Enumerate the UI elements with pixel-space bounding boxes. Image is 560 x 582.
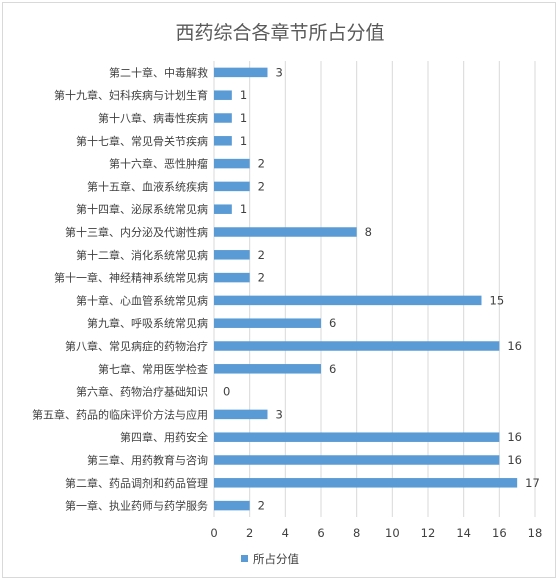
x-tick-label: 10: [385, 526, 400, 540]
category-label: 第二十章、中毒解救: [109, 65, 208, 79]
data-label: 15: [490, 293, 505, 307]
data-label: 17: [525, 476, 540, 490]
legend-label: 所占分值: [253, 552, 299, 566]
data-label: 16: [507, 339, 522, 353]
bar: [214, 318, 321, 328]
x-tick-label: 6: [317, 526, 324, 540]
category-label: 第四章、用药安全: [120, 430, 208, 444]
legend-swatch: [241, 555, 248, 562]
category-label: 第五章、药品的临床评价方法与应用: [32, 407, 208, 421]
bar: [214, 295, 482, 306]
data-label: 2: [258, 248, 265, 262]
bar: [214, 113, 232, 123]
bar: [214, 250, 250, 260]
data-label: 6: [329, 362, 336, 376]
chart-title: 西药综合各章节所占分值: [175, 22, 384, 44]
x-tick-label: 12: [421, 526, 436, 540]
data-label: 16: [507, 453, 522, 467]
category-label: 第十二章、消化系统常见病: [76, 248, 208, 262]
bar: [214, 432, 500, 442]
bar: [214, 478, 518, 488]
category-label: 第十六章、恶性肿瘤: [109, 157, 208, 171]
data-label: 2: [258, 499, 265, 513]
x-tick-label: 0: [210, 526, 217, 540]
chart-frame: 西药综合各章节所占分值 第二十章、中毒解救第十九章、妇科疾病与计划生育第十八章、…: [2, 2, 556, 578]
bar: [214, 455, 500, 465]
category-label: 第十九章、妇科疾病与计划生育: [54, 88, 208, 102]
category-label: 第二章、药品调剂和药品管理: [65, 476, 208, 490]
data-label: 2: [258, 271, 265, 285]
bar: [214, 409, 268, 420]
data-label: 1: [240, 88, 247, 102]
x-axis-ticks: 0 2 4 6 8 10 12 14 16 18: [210, 526, 542, 540]
category-label: 第十三章、内分泌及代谢性病: [65, 225, 208, 239]
gridlines: [213, 61, 536, 517]
x-tick-label: 16: [492, 526, 507, 540]
category-labels: 第二十章、中毒解救第十九章、妇科疾病与计划生育第十八章、病毒性疾病第十七章、常见…: [32, 65, 208, 512]
bar: [214, 67, 268, 78]
bar: [214, 500, 250, 511]
category-label: 第十四章、泌尿系统常见病: [76, 202, 208, 216]
x-tick-label: 4: [282, 526, 289, 540]
bar: [214, 272, 250, 283]
bar-chart: 西药综合各章节所占分值 第二十章、中毒解救第十九章、妇科疾病与计划生育第十八章、…: [32, 22, 542, 566]
category-label: 第十五章、血液系统疾病: [87, 179, 208, 193]
bar: [214, 136, 232, 146]
category-label: 第十一章、神经精神系统常见病: [54, 271, 208, 285]
category-label: 第七章、常用医学检查: [98, 362, 208, 376]
data-label: 1: [240, 111, 247, 125]
data-label: 3: [276, 65, 283, 79]
bar: [214, 158, 250, 169]
bar: [214, 341, 500, 351]
category-label: 第九章、呼吸系统常见病: [87, 316, 208, 330]
legend: 所占分值: [241, 552, 299, 566]
data-label: 1: [240, 134, 247, 148]
bars: [214, 67, 518, 511]
data-label: 2: [258, 157, 265, 171]
x-tick-label: 14: [456, 526, 471, 540]
bar: [214, 204, 232, 214]
x-tick-label: 2: [246, 526, 253, 540]
x-tick-label: 8: [353, 526, 360, 540]
data-label: 8: [365, 225, 372, 239]
category-label: 第十七章、常见骨关节疾病: [76, 134, 208, 148]
x-tick-label: 18: [528, 526, 543, 540]
data-label: 3: [276, 407, 283, 421]
category-label: 第十八章、病毒性疾病: [98, 111, 208, 125]
data-label: 6: [329, 316, 336, 330]
bar: [214, 90, 232, 100]
bar: [214, 227, 357, 237]
bar: [214, 181, 250, 192]
bar: [214, 364, 321, 374]
data-label: 16: [507, 430, 522, 444]
data-label: 0: [223, 385, 230, 399]
data-label: 1: [240, 202, 247, 216]
category-label: 第一章、执业药师与药学服务: [65, 499, 208, 513]
data-label: 2: [258, 179, 265, 193]
category-label: 第六章、药物治疗基础知识: [76, 385, 208, 399]
category-label: 第三章、用药教育与咨询: [87, 453, 208, 467]
category-label: 第八章、常见病症的药物治疗: [65, 339, 208, 353]
category-label: 第十章、心血管系统常见病: [76, 293, 208, 307]
